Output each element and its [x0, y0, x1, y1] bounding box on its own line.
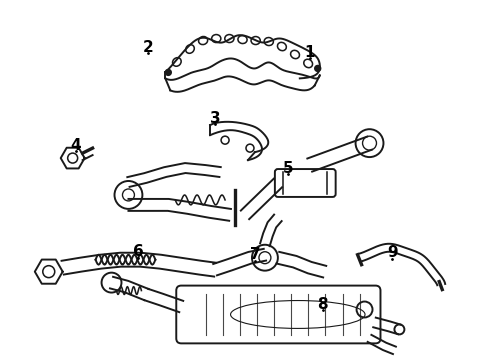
- Text: 4: 4: [71, 138, 81, 153]
- Text: 7: 7: [249, 247, 260, 262]
- Text: 8: 8: [318, 297, 328, 312]
- Text: 3: 3: [210, 111, 220, 126]
- Text: 6: 6: [133, 244, 144, 259]
- Text: 5: 5: [283, 161, 293, 176]
- Text: 9: 9: [387, 245, 398, 260]
- Circle shape: [165, 69, 172, 75]
- Text: 1: 1: [304, 45, 315, 60]
- Text: 2: 2: [143, 40, 154, 55]
- Circle shape: [315, 66, 321, 71]
